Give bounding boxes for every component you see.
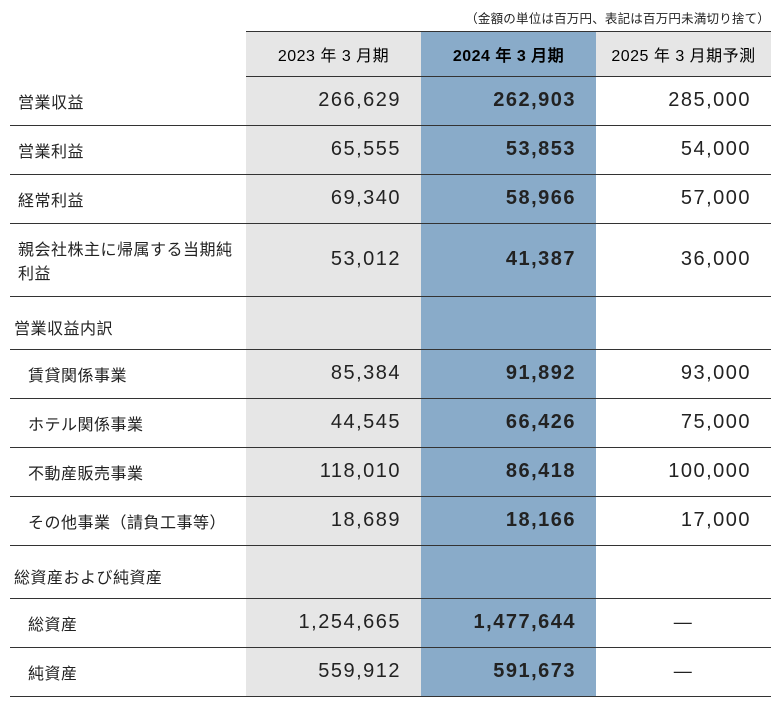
cell: 65,555 — [246, 125, 421, 174]
table-row: 営業利益 65,555 53,853 54,000 — [10, 125, 771, 174]
cell: 285,000 — [596, 77, 771, 126]
blank-corner — [10, 32, 246, 77]
cell-highlight: 86,418 — [421, 447, 596, 496]
table-row: 営業収益 266,629 262,903 285,000 — [10, 77, 771, 126]
cell: 54,000 — [596, 125, 771, 174]
row-label: その他事業（請負工事等） — [10, 496, 246, 545]
row-label: 不動産販売事業 — [10, 447, 246, 496]
cell: 100,000 — [596, 447, 771, 496]
row-label: 賃貸関係事業 — [10, 349, 246, 398]
section-spacer — [596, 545, 771, 598]
cell: 17,000 — [596, 496, 771, 545]
table-row: 純資産 559,912 591,673 ― — [10, 647, 771, 696]
cell: 1,254,665 — [246, 598, 421, 647]
cell: 75,000 — [596, 398, 771, 447]
cell-highlight: 91,892 — [421, 349, 596, 398]
table-row: 不動産販売事業 118,010 86,418 100,000 — [10, 447, 771, 496]
cell-dash: ― — [596, 647, 771, 696]
cell-highlight: 41,387 — [421, 223, 596, 296]
cell: 53,012 — [246, 223, 421, 296]
cell: 85,384 — [246, 349, 421, 398]
section-spacer — [246, 545, 421, 598]
table-container: （金額の単位は百万円、表記は百万円未満切り捨て） 2023 年 3 月期 202… — [0, 0, 780, 715]
cell: 44,545 — [246, 398, 421, 447]
cell: 118,010 — [246, 447, 421, 496]
cell-highlight: 66,426 — [421, 398, 596, 447]
cell-highlight: 53,853 — [421, 125, 596, 174]
row-label: 経常利益 — [10, 174, 246, 223]
table-row: ホテル関係事業 44,545 66,426 75,000 — [10, 398, 771, 447]
row-label: 総資産 — [10, 598, 246, 647]
table-row: 親会社株主に帰属する当期純利益 53,012 41,387 36,000 — [10, 223, 771, 296]
cell-highlight: 591,673 — [421, 647, 596, 696]
row-label: 営業収益 — [10, 77, 246, 126]
table-row: 経常利益 69,340 58,966 57,000 — [10, 174, 771, 223]
cell-highlight: 58,966 — [421, 174, 596, 223]
cell: 18,689 — [246, 496, 421, 545]
cell: 36,000 — [596, 223, 771, 296]
cell-highlight: 18,166 — [421, 496, 596, 545]
section-title-breakdown: 営業収益内訳 — [10, 296, 246, 349]
unit-note: （金額の単位は百万円、表記は百万円未満切り捨て） — [10, 8, 770, 27]
row-label: 営業利益 — [10, 125, 246, 174]
cell: 559,912 — [246, 647, 421, 696]
row-label: 純資産 — [10, 647, 246, 696]
section-spacer — [421, 296, 596, 349]
cell: 57,000 — [596, 174, 771, 223]
table-row: 賃貸関係事業 85,384 91,892 93,000 — [10, 349, 771, 398]
cell-dash: ― — [596, 598, 771, 647]
section-title-assets: 総資産および純資産 — [10, 545, 246, 598]
section-header-row: 営業収益内訳 — [10, 296, 771, 349]
row-label: ホテル関係事業 — [10, 398, 246, 447]
row-label: 親会社株主に帰属する当期純利益 — [10, 223, 246, 296]
col-head-2025: 2025 年 3 月期予測 — [596, 32, 771, 77]
financial-table: 2023 年 3 月期 2024 年 3 月期 2025 年 3 月期予測 営業… — [10, 31, 771, 697]
column-header-row: 2023 年 3 月期 2024 年 3 月期 2025 年 3 月期予測 — [10, 32, 771, 77]
col-head-2024: 2024 年 3 月期 — [421, 32, 596, 77]
section-spacer — [421, 545, 596, 598]
section-spacer — [596, 296, 771, 349]
cell: 93,000 — [596, 349, 771, 398]
col-head-2023: 2023 年 3 月期 — [246, 32, 421, 77]
cell-highlight: 262,903 — [421, 77, 596, 126]
cell-highlight: 1,477,644 — [421, 598, 596, 647]
cell: 266,629 — [246, 77, 421, 126]
section-header-row: 総資産および純資産 — [10, 545, 771, 598]
table-row: 総資産 1,254,665 1,477,644 ― — [10, 598, 771, 647]
table-row: その他事業（請負工事等） 18,689 18,166 17,000 — [10, 496, 771, 545]
cell: 69,340 — [246, 174, 421, 223]
section-spacer — [246, 296, 421, 349]
